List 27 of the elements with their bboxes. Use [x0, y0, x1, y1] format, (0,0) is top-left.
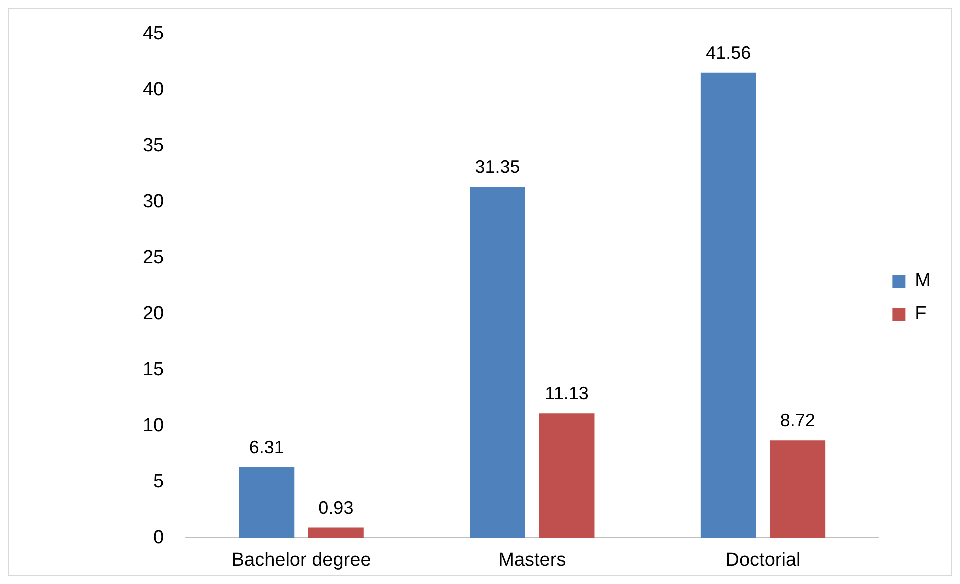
legend-label: M — [915, 270, 931, 292]
y-tick-label: 10 — [142, 415, 164, 436]
data-label: 41.56 — [706, 42, 752, 63]
x-tick-label: Masters — [498, 550, 566, 571]
legend-label: F — [915, 304, 927, 325]
x-tick-label: Bachelor degree — [232, 550, 372, 571]
data-label: 31.35 — [475, 157, 520, 178]
y-tick-label: 25 — [142, 248, 164, 269]
bar — [239, 468, 295, 538]
bar — [770, 440, 826, 538]
bar — [308, 528, 364, 538]
y-tick-label: 40 — [142, 80, 164, 101]
y-tick-label: 45 — [142, 24, 164, 45]
y-tick-label: 5 — [154, 471, 164, 492]
bar — [470, 187, 526, 538]
y-tick-label: 30 — [142, 192, 164, 213]
bar — [539, 414, 595, 538]
x-tick-label: Doctorial — [726, 550, 801, 571]
y-tick-label: 35 — [142, 136, 164, 157]
bar — [700, 72, 756, 538]
data-label: 0.93 — [318, 498, 354, 518]
y-tick-label: 15 — [142, 360, 164, 380]
data-label: 8.72 — [780, 410, 816, 431]
data-label: 11.13 — [545, 384, 589, 404]
y-tick-label: 20 — [142, 304, 164, 325]
data-label: 6.31 — [249, 438, 284, 458]
y-tick-label: 0 — [154, 527, 164, 548]
